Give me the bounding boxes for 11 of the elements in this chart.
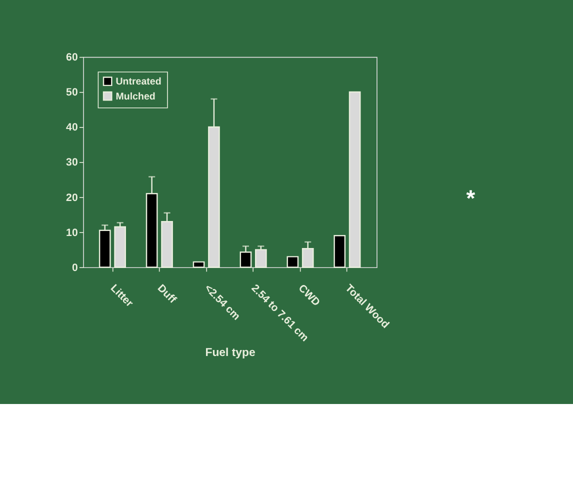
y-tick-label: 50: [66, 86, 78, 99]
y-tick-label: 0: [72, 262, 78, 274]
legend-label: Untreated: [116, 76, 162, 88]
y-tick-label: 20: [66, 192, 78, 204]
y-tick-label: 30: [66, 156, 78, 169]
x-axis-title: Fuel type: [205, 346, 256, 359]
y-tick-label: 40: [66, 122, 78, 134]
y-tick-label: 60: [66, 52, 78, 64]
y-tick-label: 10: [66, 226, 78, 239]
legend-label: Mulched: [116, 91, 156, 102]
text: *: [466, 185, 476, 212]
